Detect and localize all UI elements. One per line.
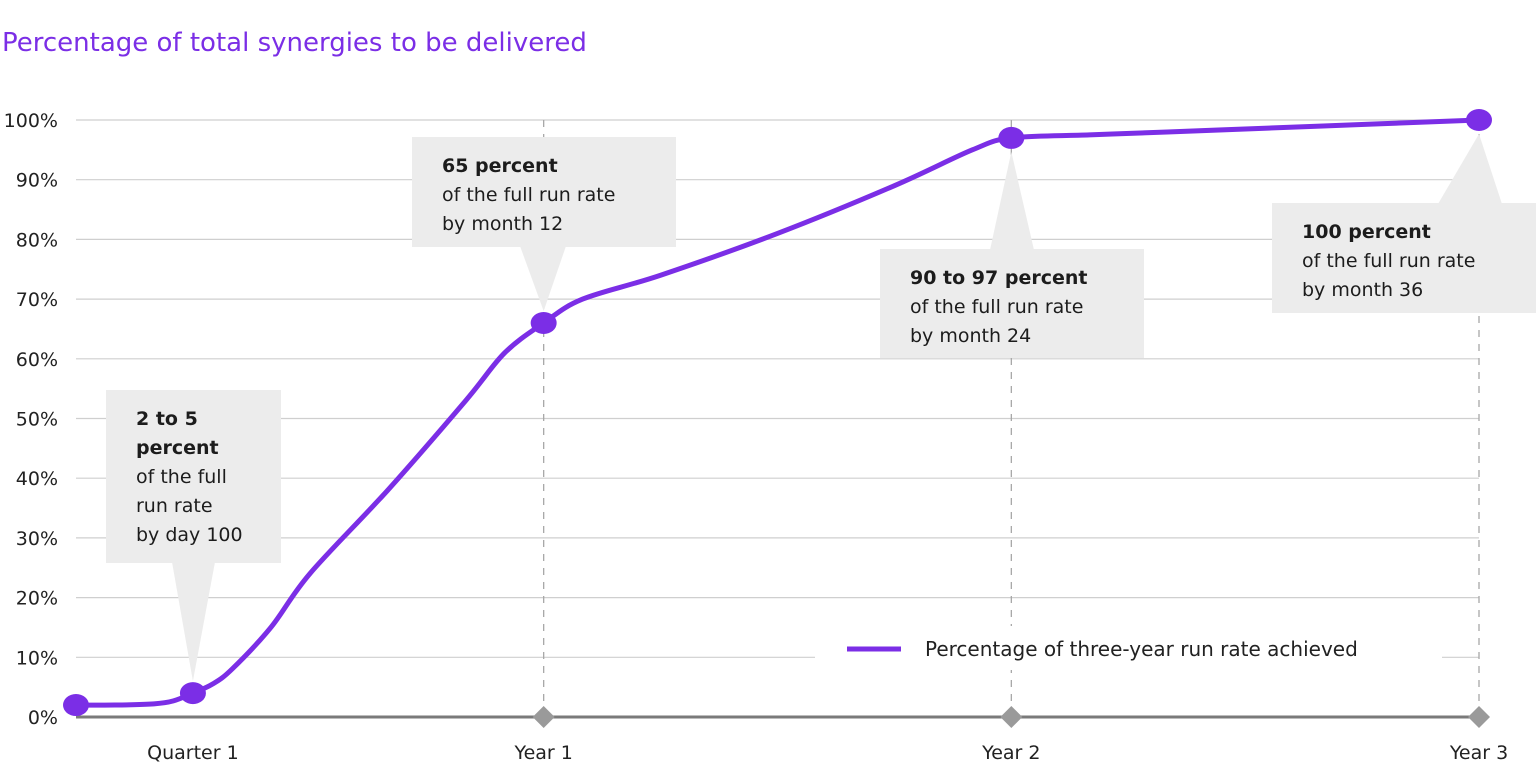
chart-title: Percentage of total synergies to be deli… xyxy=(2,28,587,58)
y-tick-label: 0% xyxy=(28,707,58,729)
data-point xyxy=(63,694,89,717)
callout-title: percent xyxy=(136,437,219,459)
callout-text: of the full xyxy=(136,466,227,488)
legend-label: Percentage of three-year run rate achiev… xyxy=(925,637,1358,661)
y-tick-label: 10% xyxy=(16,647,58,669)
callout-text: of the full run rate xyxy=(910,296,1083,318)
y-tick-label: 70% xyxy=(16,289,58,311)
callout-text: by day 100 xyxy=(136,524,243,546)
x-tick-label: Year 1 xyxy=(513,742,572,764)
callout: 100 percent of the full run rate by month … xyxy=(1272,134,1536,313)
x-tick-label: Year 2 xyxy=(981,742,1040,764)
y-axis-tick-labels: 0% 10% 20% 30% 40% 50% 60% 70% 80% 90% 100% xyxy=(4,110,58,729)
x-axis xyxy=(76,706,1490,728)
data-point xyxy=(998,126,1025,149)
callout-pointer xyxy=(172,562,215,682)
legend-entry: Percentage of three-year run rate achiev… xyxy=(815,626,1442,670)
callouts: 2 to 5 percent of the full run rate by day 1… xyxy=(106,134,1536,682)
callout-box xyxy=(880,249,1144,358)
callout: 90 to 97 percent of the full run rate by m… xyxy=(880,151,1144,358)
legend-background xyxy=(815,626,1442,670)
y-tick-label: 30% xyxy=(16,528,58,550)
y-tick-label: 90% xyxy=(16,170,58,192)
y-tick-label: 20% xyxy=(16,588,58,610)
callout-pointer xyxy=(990,151,1034,250)
callout-box xyxy=(106,390,281,563)
x-tick-label: Year 3 xyxy=(1449,742,1508,764)
y-tick-label: 60% xyxy=(16,349,58,371)
callout-pointer xyxy=(1438,134,1502,204)
data-point xyxy=(530,311,557,334)
y-tick-label: 80% xyxy=(16,229,58,251)
callout-title: 100 percent xyxy=(1302,221,1431,243)
callout: 65 percent of the full run rate by month 1… xyxy=(412,137,676,311)
callout-box xyxy=(412,137,676,247)
series-layer xyxy=(63,109,1492,717)
callout-text: by month 12 xyxy=(442,213,563,235)
callout: 2 to 5 percent of the full run rate by day 1… xyxy=(106,390,281,682)
callout-pointer xyxy=(520,246,566,311)
callout-text: of the full run rate xyxy=(442,184,615,206)
callout-text: of the full run rate xyxy=(1302,250,1475,272)
x-axis-tick-labels: Quarter 1 Year 1 Year 2 Year 3 xyxy=(147,742,1508,764)
callout-text: run rate xyxy=(136,495,213,517)
y-tick-label: 40% xyxy=(16,468,58,490)
y-tick-label: 50% xyxy=(16,409,58,431)
callout-title: 2 to 5 xyxy=(136,408,198,430)
data-point xyxy=(179,682,206,705)
callout-title: 65 percent xyxy=(442,155,558,177)
y-tick-label: 100% xyxy=(4,110,58,132)
grid-layer xyxy=(76,119,1479,658)
x-tick-diamond xyxy=(1000,706,1023,728)
x-tick-diamond xyxy=(1468,706,1490,728)
data-point xyxy=(1466,109,1492,131)
callout-title: 90 to 97 percent xyxy=(910,267,1087,289)
callout-text: by month 24 xyxy=(910,325,1031,347)
series-line xyxy=(73,117,1482,708)
callout-text: by month 36 xyxy=(1302,279,1423,301)
legend: Percentage of three-year run rate achiev… xyxy=(815,626,1442,670)
callout-box xyxy=(1272,203,1536,313)
x-tick-label: Quarter 1 xyxy=(147,742,239,764)
x-tick-diamond xyxy=(532,706,555,728)
